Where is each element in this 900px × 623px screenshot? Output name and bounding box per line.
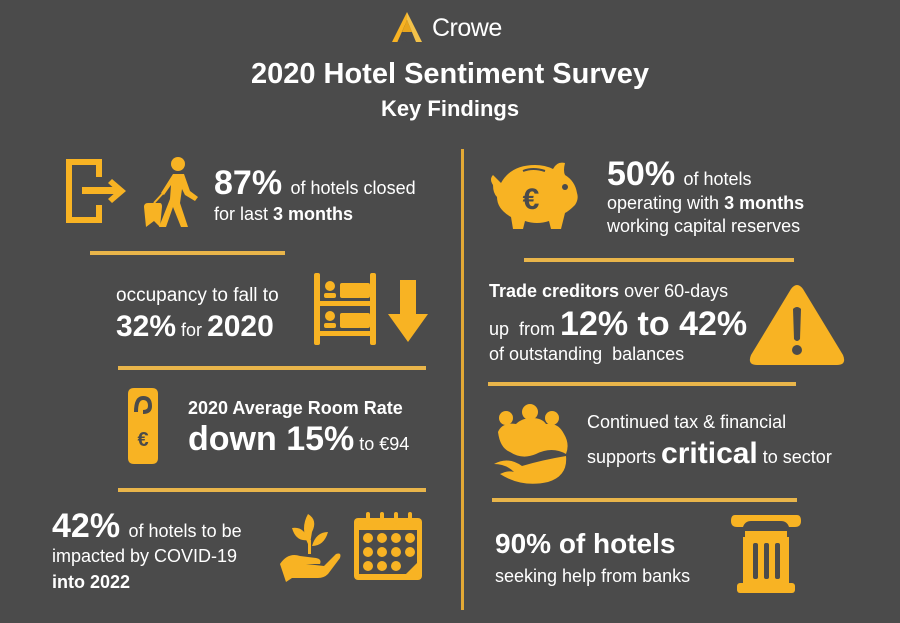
stat-value: 12% to 42% [560, 305, 748, 343]
brand-name: Crowe [432, 13, 502, 42]
stat-value: 32% [116, 310, 177, 343]
stat-value: 42% [52, 507, 121, 545]
stat-capital-reserves-line3: working capital reserves [607, 216, 801, 236]
stat-capital-reserves-line1: 50% of hotels [607, 155, 752, 194]
section-divider [90, 251, 285, 255]
stat-label: to sector [757, 447, 832, 467]
section-divider [524, 258, 794, 262]
stat-tax-supports-line1: Continued tax & financial [587, 412, 787, 432]
stat-occupancy-line2: 32% for 2020 [116, 310, 274, 345]
crowe-logo: Crowe [390, 8, 502, 48]
stat-covid-line2: impacted by COVID-19 [52, 546, 238, 566]
bunk-bed-icon [312, 273, 378, 350]
section-divider [492, 498, 797, 502]
stat-room-rate-line1: 2020 Average Room Rate [188, 398, 403, 418]
stat-label: of hotels [683, 169, 752, 189]
stat-bank-help-line2: seeking help from banks [495, 566, 691, 586]
stat-emphasis: 3 months [273, 204, 354, 224]
calendar-icon [352, 512, 424, 587]
stat-label: operating with [607, 193, 725, 213]
stat-label: for last [214, 204, 274, 224]
door-hanger-euro-icon: € [124, 388, 162, 469]
svg-text:€: € [137, 429, 148, 451]
stat-label: for [176, 320, 208, 340]
stat-covid-line3: into 2022 [52, 572, 131, 592]
page-subtitle: Key Findings [380, 96, 520, 121]
section-divider [488, 382, 796, 386]
stat-room-rate-line2: down 15% to €94 [188, 420, 409, 459]
traveler-with-luggage-icon [140, 155, 204, 236]
stat-label: over 60-days [619, 281, 729, 301]
page-title: 2020 Hotel Sentiment Survey [250, 58, 650, 90]
stat-covid-line1: 42% of hotels to be [52, 507, 242, 546]
bank-pillar-icon [731, 511, 801, 602]
stat-emphasis: 2020 [207, 310, 274, 343]
stat-label: up from [489, 319, 561, 339]
stat-value: down 15% [188, 420, 355, 458]
stat-emphasis: critical [661, 437, 758, 470]
stat-bank-help-line1: 90% of hotels [495, 528, 676, 559]
stat-tax-supports-line2: supports critical to sector [587, 437, 832, 472]
warning-triangle-icon [747, 283, 847, 372]
stat-label: of hotels closed [290, 178, 416, 198]
stat-emphasis: 3 months [724, 193, 805, 213]
stat-hotels-closed: 87% of hotels closed [214, 164, 416, 203]
crowe-logo-icon [392, 12, 422, 43]
section-divider [118, 488, 426, 492]
stat-trade-creditors-line3: of outstanding balances [489, 344, 685, 364]
stat-trade-creditors-line1: Trade creditors over 60-days [489, 281, 728, 302]
column-divider [461, 149, 464, 610]
exit-door-icon [62, 155, 134, 232]
hand-with-plant-icon [278, 514, 342, 587]
stat-emphasis: Trade creditors [489, 281, 620, 301]
stat-label: supports [587, 447, 662, 467]
stat-label: to €94 [354, 434, 410, 454]
stat-value: 87% [214, 164, 283, 202]
stat-capital-reserves-line2: operating with 3 months [607, 193, 804, 214]
stat-value: 50% [607, 155, 676, 193]
section-divider [118, 366, 426, 370]
stat-label: of hotels to be [128, 521, 242, 541]
svg-text:€: € [523, 183, 540, 216]
hand-supporting-people-icon [492, 404, 572, 489]
down-arrow-icon [388, 280, 428, 349]
piggy-bank-euro-icon: € [487, 157, 583, 242]
stat-hotels-closed-line2: for last 3 months [214, 204, 353, 225]
stat-trade-creditors-line2: up from 12% to 42% [489, 305, 747, 344]
stat-occupancy-line1: occupancy to fall to [116, 285, 279, 306]
